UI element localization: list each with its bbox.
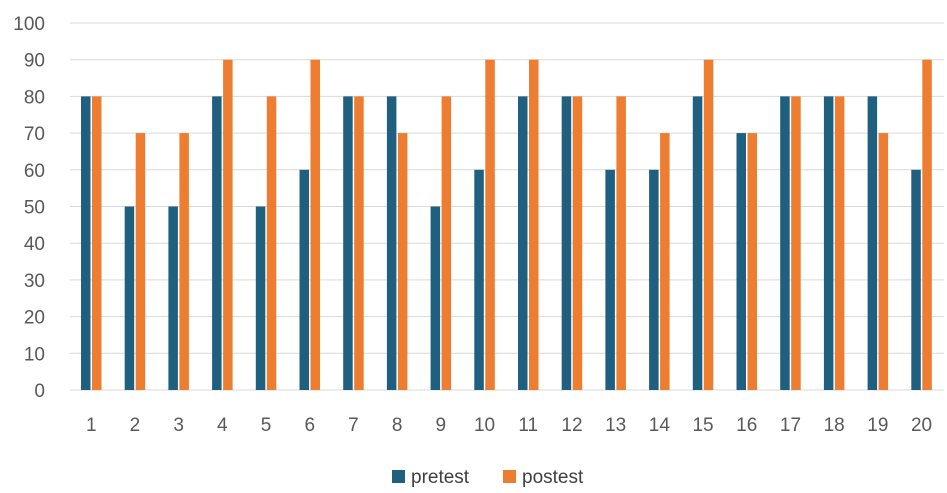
bar-pretest-5 [255,206,266,390]
bar-pretest-13 [605,169,615,390]
bar-postest-14 [660,133,670,390]
x-tick-label: 4 [217,415,228,436]
bar-postest-13 [616,96,626,391]
x-tick-label: 7 [348,415,359,436]
x-tick-label: 10 [474,415,495,436]
bar-pretest-9 [430,206,441,390]
y-tick-label: 70 [24,124,45,145]
x-tick-label: 17 [780,415,801,436]
bar-postest-15 [703,59,714,390]
legend-label-pretest: pretest [411,467,470,488]
bar-postest-19 [878,133,889,390]
bar-postest-12 [572,96,583,391]
y-axis-ticks: 0 10 20 30 40 50 60 70 80 90 100 [13,14,45,402]
bar-postest-11 [529,59,539,390]
bar-pretest-3 [168,206,178,390]
x-tick-label: 18 [824,415,845,436]
bar-postest-2 [135,133,146,390]
bar-pretest-18 [823,96,834,391]
gridlines [70,22,944,391]
bar-pretest-15 [692,96,703,391]
bar-pretest-1 [81,96,91,391]
y-tick-label: 100 [13,14,45,35]
bar-postest-18 [834,96,845,391]
y-tick-label: 0 [34,381,45,402]
x-tick-label: 8 [392,415,403,436]
x-tick-label: 14 [649,415,671,436]
x-tick-label: 13 [605,415,626,436]
x-axis-ticks: 1 2 3 4 5 6 7 8 9 10 11 12 13 14 15 16 17 18 19 20 [86,415,932,436]
bar-pretest-14 [649,169,659,390]
legend-swatch-postest [503,470,516,483]
x-tick-label: 15 [692,415,713,436]
bar-pretest-12 [561,96,572,391]
bar-postest-1 [92,96,102,391]
x-tick-label: 9 [436,415,447,436]
x-tick-label: 6 [304,415,315,436]
bar-postest-3 [179,133,189,390]
y-tick-label: 20 [24,308,45,329]
bar-pretest-6 [299,169,309,390]
bar-pretest-8 [386,96,397,391]
y-tick-label: 80 [24,87,45,108]
bars [81,59,932,391]
bar-pretest-4 [212,96,222,391]
y-tick-label: 50 [24,198,45,219]
y-tick-label: 10 [24,344,45,365]
legend-swatch-pretest [392,470,405,483]
bar-postest-7 [354,96,364,391]
x-tick-label: 20 [911,415,932,436]
y-tick-label: 90 [24,51,45,72]
x-tick-label: 3 [173,415,184,436]
y-tick-label: 60 [24,161,45,182]
bar-postest-4 [223,59,233,390]
bar-pretest-19 [867,96,878,391]
bar-postest-8 [397,133,408,390]
bar-postest-16 [747,133,757,390]
x-tick-label: 12 [561,415,582,436]
bar-postest-5 [266,96,277,391]
bar-pretest-20 [911,169,921,390]
bar-pretest-16 [736,133,746,390]
bar-postest-20 [922,59,932,390]
bar-postest-10 [485,59,495,390]
bar-postest-9 [441,96,452,391]
bar-pretest-17 [780,96,790,391]
bar-postest-6 [310,59,320,390]
x-tick-label: 11 [518,415,538,436]
bar-pretest-10 [474,169,484,390]
bar-pretest-11 [518,96,528,391]
x-tick-label: 16 [736,415,757,436]
bar-pretest-2 [124,206,135,390]
x-tick-label: 5 [261,415,272,436]
legend: pretest postest [392,467,584,488]
bar-postest-17 [791,96,801,391]
y-tick-label: 30 [24,271,45,292]
x-tick-label: 2 [130,415,141,436]
y-tick-label: 40 [24,234,45,255]
x-tick-label: 19 [867,415,888,436]
legend-label-postest: postest [522,467,584,488]
x-tick-label: 1 [86,415,97,436]
bar-pretest-7 [343,96,353,391]
